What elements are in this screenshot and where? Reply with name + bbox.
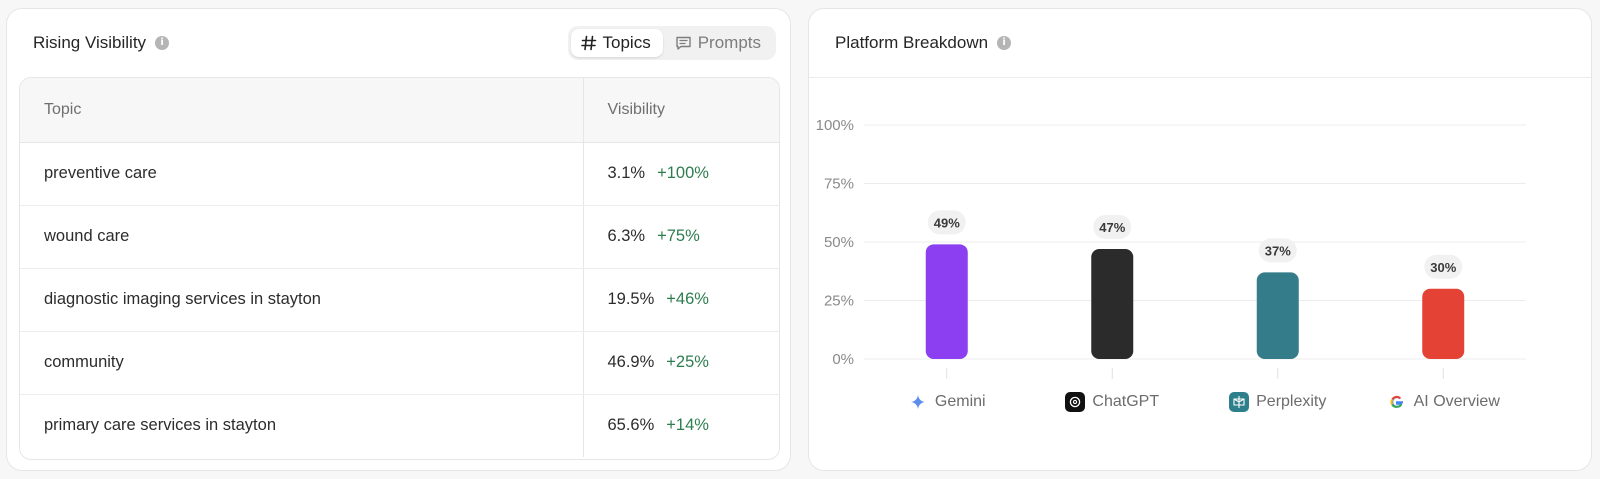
y-tick-label: 100% bbox=[816, 117, 854, 134]
table-row[interactable]: community 46.9% +25% bbox=[20, 331, 779, 395]
table-row[interactable]: primary care services in stayton 65.6% +1… bbox=[20, 394, 779, 457]
rising-visibility-card: Rising Visibility i Topics Prompts Topic… bbox=[6, 8, 791, 471]
table-header-row: Topic Visibility bbox=[20, 78, 779, 143]
visibility-change: +14% bbox=[666, 416, 709, 435]
header-divider bbox=[809, 77, 1591, 78]
legend-item-perplexity[interactable]: Perplexity bbox=[1229, 392, 1326, 412]
y-tick-label: 0% bbox=[832, 351, 854, 368]
topic-column-header[interactable]: Topic bbox=[20, 78, 583, 143]
info-icon[interactable]: i bbox=[997, 36, 1012, 50]
topics-tab-label: Topics bbox=[602, 33, 651, 52]
platform-breakdown-card: Platform Breakdown i 0% 25% 50% 75% 100% 49%… bbox=[808, 8, 1592, 471]
bar-chatgpt[interactable] bbox=[1091, 249, 1134, 359]
bar-perplexity[interactable] bbox=[1256, 272, 1299, 359]
table-row[interactable]: preventive care 3.1% +100% bbox=[20, 142, 779, 206]
chatgpt-icon bbox=[1065, 392, 1086, 412]
visibility-value: 46.9% bbox=[607, 353, 655, 371]
legend-label: Gemini bbox=[934, 393, 986, 410]
data-label-pill bbox=[1258, 238, 1297, 263]
visibility-change: +25% bbox=[666, 353, 709, 371]
topic-cell: diagnostic imaging services in stayton bbox=[20, 268, 583, 332]
gemini-sparkle-icon bbox=[908, 392, 928, 412]
visibility-value: 6.3% bbox=[607, 227, 646, 245]
data-label-pill bbox=[1093, 215, 1132, 240]
topic-cell: wound care bbox=[20, 205, 583, 269]
legend-label: AI Overview bbox=[1413, 393, 1500, 410]
visibility-cell: 19.5% +46% bbox=[582, 268, 779, 332]
bar-gemini[interactable] bbox=[925, 244, 968, 359]
legend-label: Perplexity bbox=[1256, 393, 1327, 410]
visibility-value: 19.5% bbox=[607, 290, 655, 308]
google-g-icon bbox=[1387, 392, 1407, 412]
table-row[interactable]: wound care 6.3% +75% bbox=[20, 205, 779, 269]
visibility-change: +100% bbox=[657, 164, 709, 182]
y-tick-label: 75% bbox=[824, 176, 854, 193]
data-label: 30% bbox=[1430, 260, 1456, 275]
hash-icon bbox=[580, 35, 597, 51]
y-tick-label: 25% bbox=[824, 293, 854, 310]
bar-ai-overview[interactable] bbox=[1422, 288, 1465, 359]
data-label: 37% bbox=[1265, 243, 1291, 258]
visibility-column-header[interactable]: Visibility bbox=[582, 78, 779, 143]
prompts-tab-label: Prompts bbox=[697, 33, 761, 52]
rising-visibility-header: Rising Visibility i bbox=[7, 9, 790, 77]
visibility-cell: 6.3% +75% bbox=[582, 205, 779, 269]
topic-cell: primary care services in stayton bbox=[44, 416, 276, 435]
platform-breakdown-header: Platform Breakdown i bbox=[809, 9, 1591, 77]
platform-bar-chart: 0% 25% 50% 75% 100% 49% 47% 37% 30% bbox=[816, 117, 1526, 379]
legend-item-ai-overview[interactable]: AI Overview bbox=[1387, 392, 1500, 412]
perplexity-icon bbox=[1229, 392, 1250, 412]
topic-cell: preventive care bbox=[20, 142, 583, 206]
visibility-value: 65.6% bbox=[607, 416, 655, 435]
visibility-change: +75% bbox=[657, 227, 700, 245]
y-tick-label: 50% bbox=[824, 234, 854, 251]
visibility-change: +46% bbox=[666, 290, 709, 308]
visibility-value: 3.1% bbox=[607, 164, 646, 182]
info-icon[interactable]: i bbox=[155, 36, 170, 50]
table-row[interactable]: diagnostic imaging services in stayton 1… bbox=[20, 268, 779, 332]
topics-prompts-toggle: Topics Prompts bbox=[567, 26, 776, 60]
topics-tab[interactable]: Topics bbox=[570, 29, 663, 57]
legend-item-chatgpt[interactable]: ChatGPT bbox=[1065, 392, 1159, 412]
rising-visibility-title: Rising Visibility bbox=[33, 33, 147, 52]
prompts-tab[interactable]: Prompts bbox=[665, 29, 773, 57]
platform-breakdown-title: Platform Breakdown bbox=[835, 33, 989, 52]
data-label: 49% bbox=[934, 215, 960, 230]
data-label: 47% bbox=[1099, 220, 1125, 235]
visibility-cell: 46.9% +25% bbox=[582, 331, 779, 395]
legend-item-gemini[interactable]: Gemini bbox=[908, 392, 986, 412]
data-label-pill bbox=[1424, 254, 1463, 279]
rising-visibility-table: Topic Visibility preventive care 3.1% +10… bbox=[19, 77, 780, 460]
topic-cell: community bbox=[20, 331, 583, 395]
visibility-cell: 65.6% +14% bbox=[582, 394, 779, 457]
visibility-cell: 3.1% +100% bbox=[582, 142, 779, 206]
data-label-pill bbox=[927, 210, 966, 235]
legend-label: ChatGPT bbox=[1092, 393, 1160, 410]
chat-icon bbox=[675, 35, 692, 51]
